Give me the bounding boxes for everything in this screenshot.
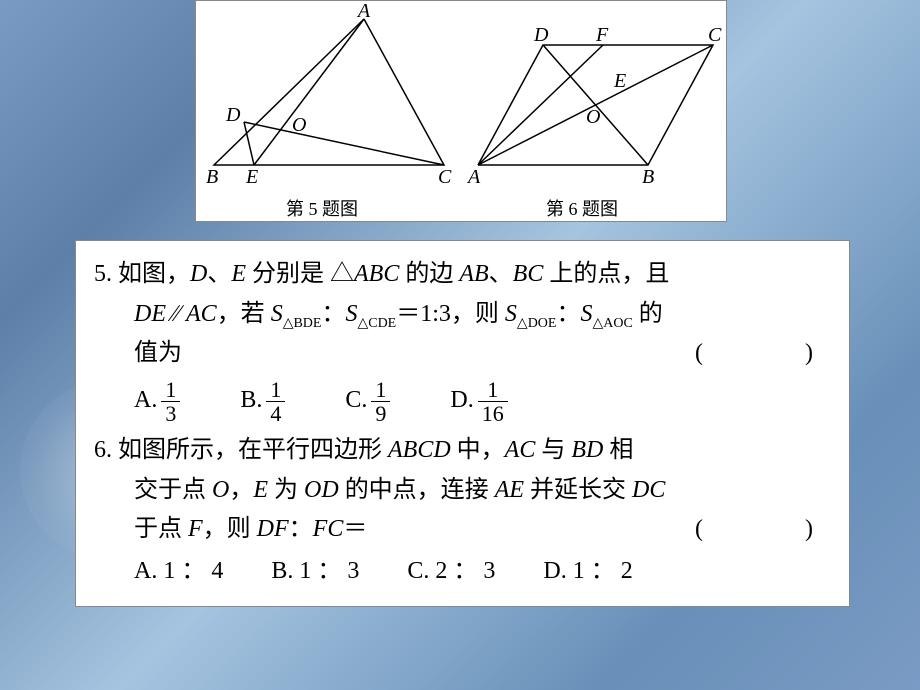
q5-options: A.13 B.14 C.19 D.116 — [94, 378, 831, 425]
q6-opt-c[interactable]: C. 2 ： 3 — [407, 552, 495, 592]
q6-number: 6. — [94, 437, 112, 463]
svg-text:D: D — [533, 24, 549, 46]
svg-text:F: F — [595, 24, 609, 46]
q6-line2: 交于点 O，E 为 OD 的中点，连接 AE 并延长交 DC — [94, 471, 831, 511]
geometry-svg: A B C D E O A B C D F E O — [196, 1, 724, 197]
svg-text:D: D — [225, 104, 241, 126]
q6-opt-d[interactable]: D. 1 ： 2 — [543, 552, 632, 592]
svg-text:C: C — [438, 166, 452, 188]
question-6: 6. 如图所示，在平行四边形 ABCD 中，AC 与 BD 相 交于点 O，E … — [94, 431, 831, 591]
svg-text:B: B — [206, 166, 218, 188]
q6-line3: 于点 F，则 DF：FC＝ ( ) — [94, 510, 831, 550]
q5-opt-d[interactable]: D.116 — [450, 378, 507, 425]
q6-line1: 如图所示，在平行四边形 ABCD 中，AC 与 BD 相 — [118, 437, 633, 463]
question-5: 5. 如图，D、E 分别是 △ABC 的边 AB、BC 上的点，且 DE ∕∕ … — [94, 255, 831, 425]
svg-text:O: O — [586, 106, 600, 128]
q5-opt-a[interactable]: A.13 — [134, 378, 180, 425]
q6-opt-b[interactable]: B. 1 ： 3 — [271, 552, 359, 592]
q6-opt-a[interactable]: A. 1 ： 4 — [134, 552, 223, 592]
q6-paren: ( ) — [695, 510, 831, 550]
questions-panel: 5. 如图，D、E 分别是 △ABC 的边 AB、BC 上的点，且 DE ∕∕ … — [75, 240, 850, 607]
svg-text:E: E — [245, 166, 258, 188]
q5-line2: DE ∕∕ AC，若 S△BDE：S△CDE＝1:3，则 S△DOE：S△AOC… — [94, 295, 831, 335]
q5-opt-b[interactable]: B.14 — [240, 378, 285, 425]
q5-opt-c[interactable]: C.19 — [345, 378, 390, 425]
fig6-caption: 第 6 题图 — [546, 195, 618, 221]
svg-text:E: E — [613, 70, 626, 92]
q5-line3: 值为 ( ) — [94, 334, 831, 374]
svg-text:A: A — [356, 1, 371, 22]
q5-paren: ( ) — [695, 334, 831, 374]
q5-line1: 如图，D、E 分别是 △ABC 的边 AB、BC 上的点，且 — [118, 261, 669, 287]
svg-text:B: B — [642, 166, 654, 188]
q6-options: A. 1 ： 4 B. 1 ： 3 C. 2 ： 3 D. 1 ： 2 — [94, 552, 831, 592]
fig5-caption: 第 5 题图 — [286, 195, 358, 221]
svg-text:O: O — [292, 114, 306, 136]
svg-text:C: C — [708, 24, 722, 46]
q5-number: 5. — [94, 261, 112, 287]
svg-text:A: A — [466, 166, 481, 188]
figure-panel: A B C D E O A B C D F E O 第 5 — [195, 0, 727, 222]
